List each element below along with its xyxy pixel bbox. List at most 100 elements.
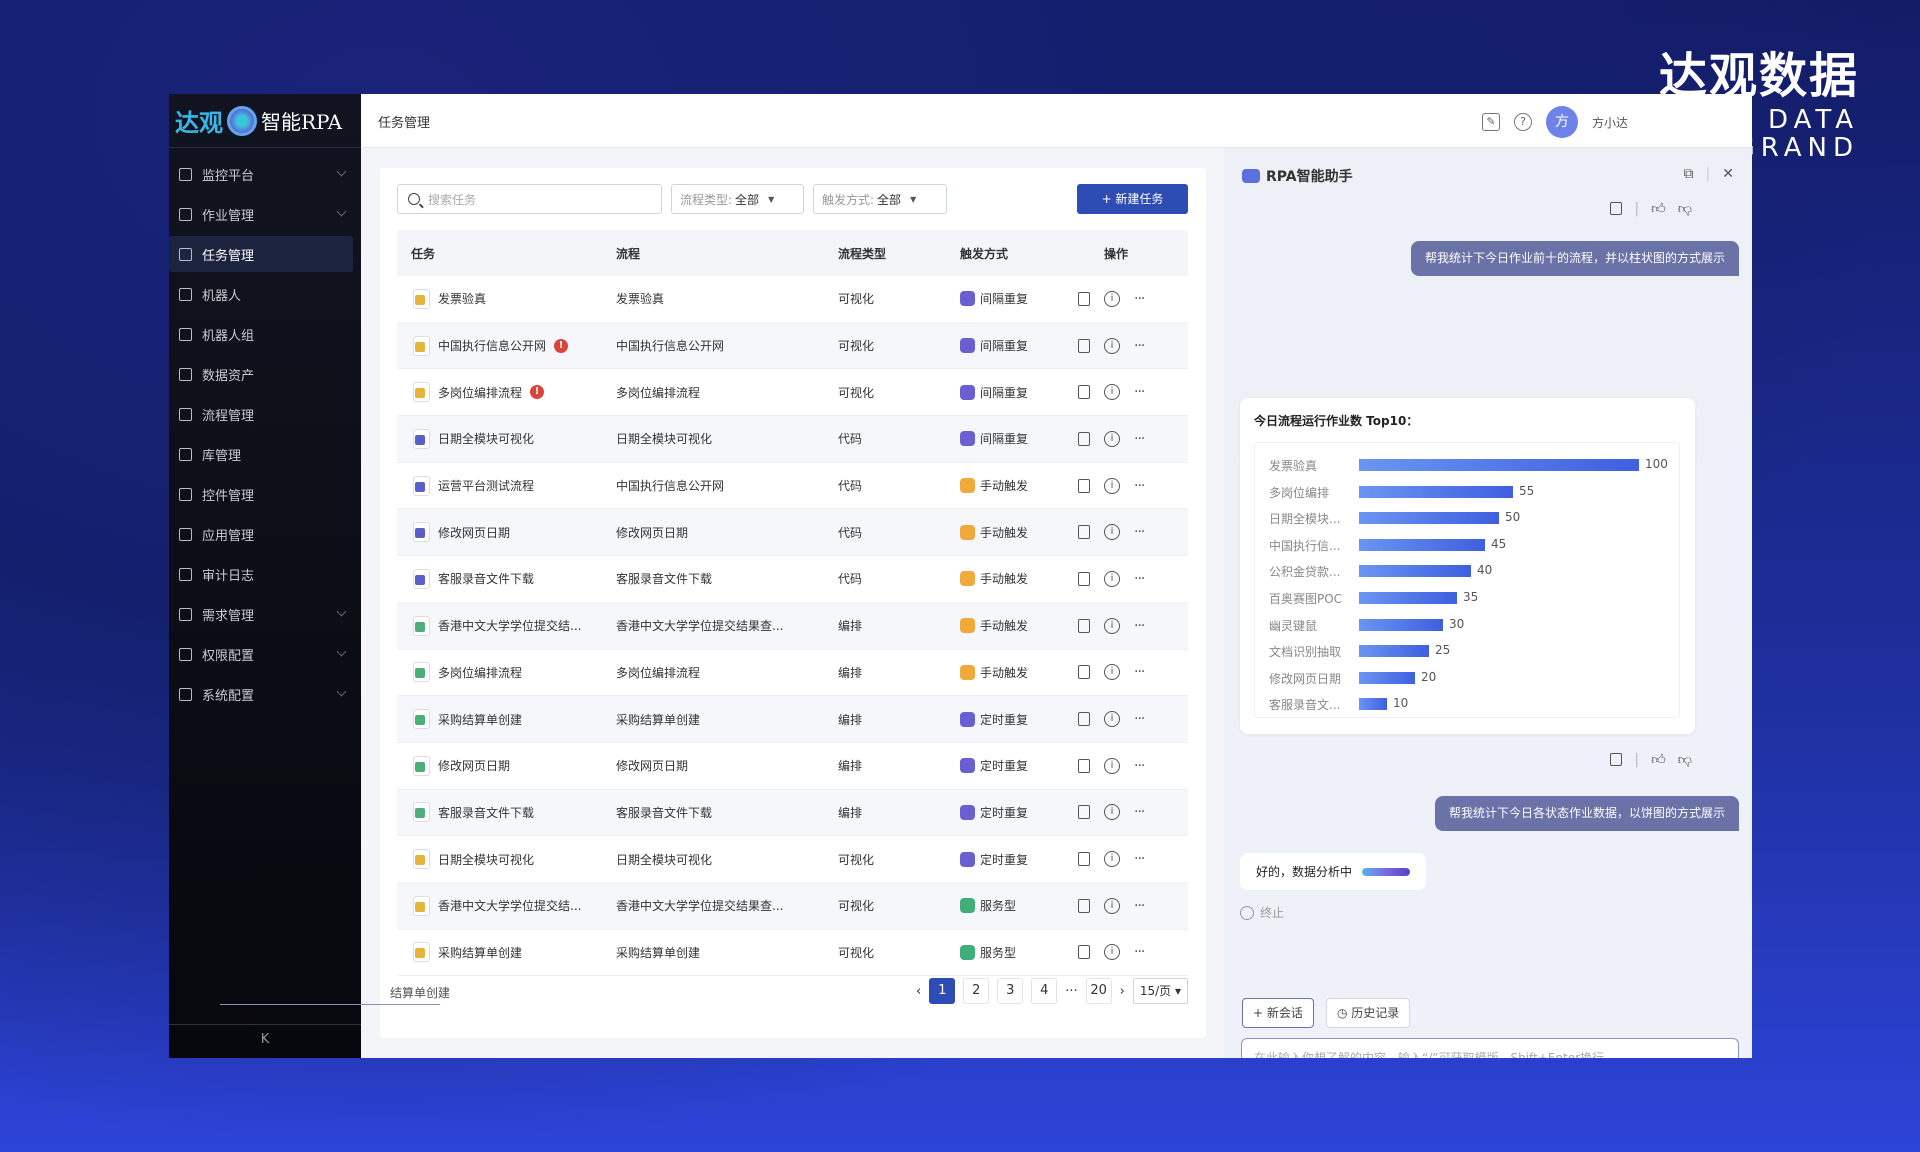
info-icon[interactable]: i bbox=[1104, 757, 1120, 774]
task-name[interactable]: 客服录音文件下载 bbox=[438, 572, 535, 587]
sidebar-item[interactable]: 机器人组 bbox=[169, 316, 361, 352]
sidebar-item[interactable]: 监控平台 bbox=[169, 156, 361, 192]
new-task-button[interactable]: + 新建任务 bbox=[1077, 184, 1188, 214]
page-button[interactable]: 4 bbox=[1031, 978, 1058, 1004]
task-name[interactable]: 香港中文大学学位提交结... bbox=[438, 899, 582, 914]
info-icon[interactable]: i bbox=[1104, 617, 1120, 634]
history-button[interactable]: ◷ 历史记录 bbox=[1326, 998, 1411, 1028]
more-icon[interactable]: ··· bbox=[1134, 384, 1145, 401]
info-icon[interactable]: i bbox=[1104, 944, 1120, 961]
sidebar-item[interactable]: 数据资产 bbox=[169, 356, 361, 392]
task-name[interactable]: 中国执行信息公开网 bbox=[438, 339, 547, 354]
task-name[interactable]: 发票验真 bbox=[438, 292, 487, 307]
info-icon[interactable]: i bbox=[1104, 711, 1120, 728]
task-name[interactable]: 日期全模块可视化 bbox=[438, 852, 535, 867]
more-icon[interactable]: ··· bbox=[1134, 804, 1145, 821]
info-icon[interactable]: i bbox=[1104, 804, 1120, 821]
table-row[interactable]: 修改网页日期 修改网页日期 代码 手动触发 i ··· bbox=[397, 509, 1188, 557]
info-icon[interactable]: i bbox=[1104, 851, 1120, 868]
sidebar-item[interactable]: 控件管理 bbox=[169, 476, 361, 512]
log-icon[interactable] bbox=[1078, 291, 1090, 306]
task-name[interactable]: 多岗位编排流程 bbox=[438, 665, 523, 680]
more-icon[interactable]: ··· bbox=[1134, 711, 1145, 728]
task-name[interactable]: 采购结算单创建 bbox=[438, 712, 523, 727]
sidebar-item[interactable]: 作业管理 bbox=[169, 196, 361, 232]
log-icon[interactable] bbox=[1078, 852, 1090, 867]
sidebar-item[interactable]: 库管理 bbox=[169, 436, 361, 472]
table-row[interactable]: 日期全模块可视化 日期全模块可视化 代码 间隔重复 i ··· bbox=[397, 416, 1188, 463]
table-row[interactable]: 客服录音文件下载 客服录音文件下载 编排 定时重复 i ··· bbox=[397, 789, 1188, 837]
log-icon[interactable] bbox=[1078, 525, 1090, 540]
table-row[interactable]: 采购结算单创建 采购结算单创建 编排 定时重复 i ··· bbox=[397, 696, 1188, 743]
table-row[interactable]: 多岗位编排流程 多岗位编排流程 编排 手动触发 i ··· bbox=[397, 650, 1188, 697]
info-icon[interactable]: i bbox=[1104, 897, 1120, 914]
more-icon[interactable]: ··· bbox=[1134, 430, 1145, 447]
table-row[interactable]: 香港中文大学学位提交结... 香港中文大学学位提交结果查... 编排 手动触发 … bbox=[397, 602, 1188, 650]
table-row[interactable]: 中国执行信息公开网! 中国执行信息公开网 可视化 间隔重复 i ··· bbox=[397, 322, 1188, 370]
table-row[interactable]: 运营平台测试流程 中国执行信息公开网 代码 手动触发 i ··· bbox=[397, 463, 1188, 510]
chat-input[interactable]: 在此输入你想了解的内容，输入“/”可获取模版，Shift+Enter换行 ➤ bbox=[1241, 1038, 1739, 1058]
close-icon[interactable]: ✕ bbox=[1722, 166, 1734, 182]
more-icon[interactable]: ··· bbox=[1134, 897, 1145, 914]
more-icon[interactable]: ··· bbox=[1134, 570, 1145, 587]
app-logo[interactable]: 达观 智能RPA bbox=[169, 94, 361, 148]
info-icon[interactable]: i bbox=[1104, 477, 1120, 494]
more-icon[interactable]: ··· bbox=[1134, 290, 1145, 307]
page-button[interactable]: 1 bbox=[929, 978, 956, 1004]
task-name[interactable]: 采购结算单创建 bbox=[438, 945, 523, 960]
more-icon[interactable]: ··· bbox=[1134, 524, 1145, 541]
info-icon[interactable]: i bbox=[1104, 524, 1120, 541]
log-icon[interactable] bbox=[1078, 898, 1090, 913]
table-row[interactable]: 日期全模块可视化 日期全模块可视化 可视化 定时重复 i ··· bbox=[397, 836, 1188, 883]
log-icon[interactable] bbox=[1078, 805, 1090, 820]
sidebar-item[interactable]: 应用管理 bbox=[169, 516, 361, 552]
log-icon[interactable] bbox=[1078, 478, 1090, 493]
user-name[interactable]: 方小达 bbox=[1591, 115, 1628, 130]
info-icon[interactable]: i bbox=[1104, 290, 1120, 307]
thumbs-down-icon[interactable]: 👎︎ bbox=[1677, 201, 1692, 217]
more-icon[interactable]: ··· bbox=[1134, 664, 1145, 681]
trigger-filter[interactable]: 触发方式: 全部 ▼ bbox=[813, 184, 947, 214]
page-button[interactable]: 2 bbox=[963, 978, 990, 1004]
task-name[interactable]: 运营平台测试流程 bbox=[438, 479, 535, 494]
sidebar-item[interactable]: 机器人 bbox=[169, 276, 361, 312]
sidebar-item[interactable]: 审计日志 bbox=[169, 556, 361, 592]
copy-icon[interactable] bbox=[1610, 753, 1623, 766]
task-name[interactable]: 修改网页日期 bbox=[438, 525, 511, 540]
task-name[interactable]: 修改网页日期 bbox=[438, 759, 511, 774]
thumbs-up-icon[interactable]: 👍︎ bbox=[1651, 752, 1666, 768]
page-button[interactable]: 20 bbox=[1085, 978, 1112, 1004]
table-row[interactable]: 多岗位编排流程! 多岗位编排流程 可视化 间隔重复 i ··· bbox=[397, 369, 1188, 417]
log-icon[interactable] bbox=[1078, 338, 1090, 353]
table-row[interactable]: 客服录音文件下载 客服录音文件下载 代码 手动触发 i ··· bbox=[397, 556, 1188, 603]
search-input[interactable]: 搜索任务 bbox=[397, 184, 662, 214]
page-button[interactable]: 3 bbox=[997, 978, 1024, 1004]
info-icon[interactable]: i bbox=[1104, 430, 1120, 447]
log-icon[interactable] bbox=[1078, 618, 1090, 633]
page-size-select[interactable]: 15/页 ▾ bbox=[1132, 978, 1188, 1004]
prev-page-button[interactable]: ‹ bbox=[916, 983, 922, 999]
more-icon[interactable]: ··· bbox=[1134, 757, 1145, 774]
info-icon[interactable]: i bbox=[1104, 337, 1120, 354]
log-icon[interactable] bbox=[1078, 571, 1090, 586]
sidebar-item[interactable]: 任务管理 bbox=[169, 236, 353, 272]
open-external-icon[interactable]: ⧉ bbox=[1683, 166, 1694, 182]
log-icon[interactable] bbox=[1078, 665, 1090, 680]
task-name[interactable]: 多岗位编排流程 bbox=[438, 385, 523, 400]
more-icon[interactable]: ··· bbox=[1134, 944, 1145, 961]
log-icon[interactable] bbox=[1078, 712, 1090, 727]
log-icon[interactable] bbox=[1078, 385, 1090, 400]
sidebar-item[interactable]: 流程管理 bbox=[169, 396, 361, 432]
table-row[interactable]: 修改网页日期 修改网页日期 编排 定时重复 i ··· bbox=[397, 743, 1188, 790]
notes-icon[interactable]: ✎ bbox=[1481, 113, 1500, 131]
copy-icon[interactable] bbox=[1610, 202, 1623, 215]
info-icon[interactable]: i bbox=[1104, 384, 1120, 401]
task-name[interactable]: 香港中文大学学位提交结... bbox=[438, 619, 582, 634]
collapse-sidebar-button[interactable]: K bbox=[169, 1024, 361, 1054]
more-icon[interactable]: ··· bbox=[1134, 337, 1145, 354]
table-row[interactable]: 发票验真 发票验真 可视化 间隔重复 i ··· bbox=[397, 276, 1188, 323]
task-name[interactable]: 日期全模块可视化 bbox=[438, 432, 535, 447]
more-icon[interactable]: ··· bbox=[1134, 851, 1145, 868]
task-name[interactable]: 客服录音文件下载 bbox=[438, 805, 535, 820]
thumbs-up-icon[interactable]: 👍︎ bbox=[1651, 201, 1666, 217]
